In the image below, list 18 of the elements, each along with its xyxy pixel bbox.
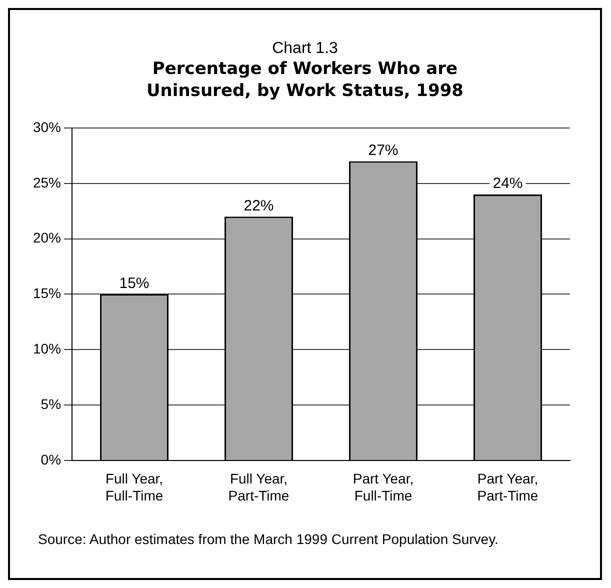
data-label: 27%	[368, 142, 398, 159]
y-tick-label: 0%	[40, 451, 62, 468]
data-label: 22%	[244, 197, 274, 214]
x-tick-label: Part Year, Part-Time	[477, 470, 538, 504]
chart-title: Percentage of Workers Who are Uninsured, by Work Status, 1998	[146, 58, 464, 102]
source-note: Source: Author estimates from the March 1999 Current Population Survey.	[38, 530, 500, 548]
y-tick-label: 15%	[32, 285, 62, 302]
y-tick-label: 30%	[32, 118, 62, 135]
x-tick-label: Full Year, Full-Time	[105, 470, 164, 504]
data-label: 15%	[119, 274, 150, 292]
x-tick-label: Full Year, Part-Time	[228, 470, 290, 504]
data-label: 24%	[492, 175, 523, 192]
y-tick-label: 10%	[32, 340, 62, 356]
x-tick-label: Part Year, Full-Time	[352, 470, 414, 504]
y-tick-label: 20%	[32, 230, 62, 246]
y-tick-label: 25%	[32, 174, 62, 190]
chart-subtitle: Chart 1.3	[271, 40, 339, 58]
y-tick-label: 5%	[40, 396, 62, 412]
